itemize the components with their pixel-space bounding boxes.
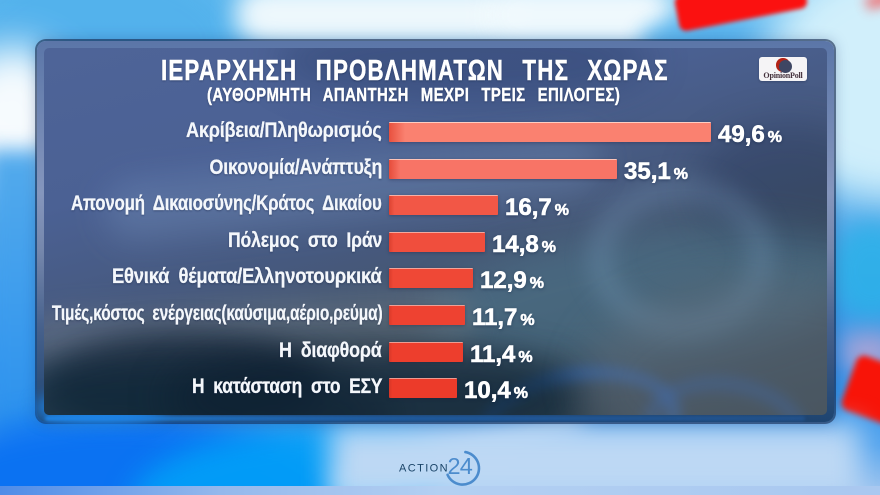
svg-text:ACTION: ACTION <box>399 463 449 475</box>
svg-text:24: 24 <box>448 453 473 479</box>
